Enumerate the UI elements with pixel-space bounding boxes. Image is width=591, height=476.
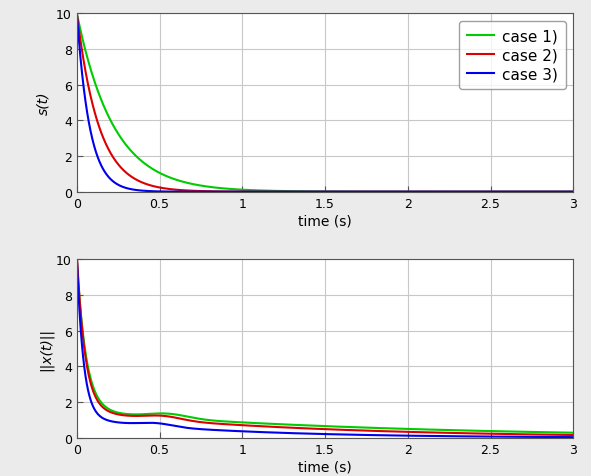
Line: case 2): case 2) [77, 14, 573, 192]
case 1) [556, 189, 563, 195]
case 1) [314, 189, 322, 195]
case 2) [570, 189, 577, 195]
case 2) [314, 189, 322, 195]
case 1) [301, 423, 309, 428]
case 3) [556, 189, 563, 195]
case 1) [570, 189, 577, 195]
case 2) [314, 426, 322, 432]
case 1) [570, 430, 577, 436]
Line: case 2): case 2) [77, 255, 573, 435]
case 2) [555, 432, 562, 438]
case 3) [555, 434, 562, 440]
case 2) [99, 133, 106, 139]
case 1) [464, 428, 471, 434]
case 3) [570, 434, 577, 440]
Line: case 1): case 1) [77, 260, 573, 433]
case 1) [464, 189, 471, 195]
case 3) [570, 189, 577, 195]
case 1) [301, 189, 309, 195]
Line: case 3): case 3) [77, 14, 573, 192]
case 2) [556, 189, 563, 195]
case 3) [99, 165, 106, 171]
case 2) [73, 252, 80, 258]
case 1) [73, 11, 80, 17]
Y-axis label: ||x(t)||: ||x(t)|| [39, 327, 53, 370]
case 3) [314, 189, 322, 195]
case 1) [555, 189, 562, 195]
Y-axis label: s(t): s(t) [37, 91, 51, 115]
case 3) [556, 434, 563, 440]
case 2) [73, 11, 80, 17]
case 3) [464, 189, 471, 195]
case 3) [464, 434, 471, 439]
case 3) [314, 431, 322, 437]
case 2) [464, 430, 471, 436]
Line: case 1): case 1) [77, 14, 573, 192]
case 1) [99, 401, 106, 407]
Line: case 3): case 3) [77, 258, 573, 437]
case 1) [555, 430, 562, 436]
case 3) [99, 415, 106, 421]
case 3) [73, 11, 80, 17]
X-axis label: time (s): time (s) [298, 214, 352, 228]
case 3) [301, 189, 309, 195]
X-axis label: time (s): time (s) [298, 460, 352, 474]
case 1) [73, 257, 80, 263]
case 3) [73, 255, 80, 261]
case 3) [301, 431, 309, 436]
case 2) [555, 189, 562, 195]
case 2) [570, 432, 577, 438]
case 3) [555, 189, 562, 195]
case 2) [556, 432, 563, 438]
Legend: case 1), case 2), case 3): case 1), case 2), case 3) [459, 22, 566, 89]
case 1) [556, 430, 563, 436]
case 2) [99, 404, 106, 410]
case 1) [314, 423, 322, 429]
case 1) [99, 100, 106, 106]
case 2) [464, 189, 471, 195]
case 2) [301, 426, 309, 431]
case 2) [301, 189, 309, 195]
